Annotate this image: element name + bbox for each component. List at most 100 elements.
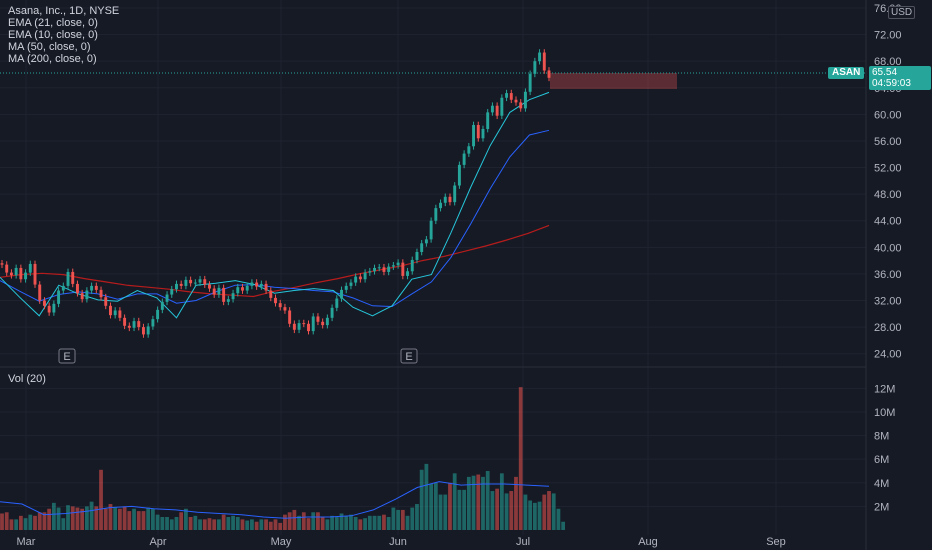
candle	[481, 128, 485, 139]
volume-bar	[405, 515, 410, 530]
candle	[24, 272, 28, 280]
earnings-marker[interactable]: E	[400, 348, 418, 364]
candle	[434, 208, 438, 221]
candle	[505, 93, 509, 98]
volume-bar	[146, 507, 151, 530]
volume-bar	[103, 508, 108, 530]
legend-ma200[interactable]: MA (200, close, 0)	[8, 53, 97, 65]
candle	[542, 52, 546, 71]
candle	[373, 267, 376, 272]
volume-tick-label: 8M	[874, 431, 889, 443]
currency-label[interactable]: USD	[888, 6, 916, 19]
candle	[387, 266, 391, 272]
volume-bar	[127, 511, 132, 530]
candle	[514, 99, 518, 103]
price-tick-label: 32.00	[874, 296, 902, 308]
volume-bar	[23, 518, 28, 530]
volume-bar	[61, 518, 66, 530]
volume-bar	[37, 512, 42, 530]
candle	[19, 267, 23, 280]
volume-bar	[542, 494, 547, 530]
candle	[57, 290, 61, 304]
candle	[547, 70, 551, 78]
candle	[467, 146, 471, 154]
legend-ema10[interactable]: EMA (10, close, 0)	[8, 29, 98, 41]
price-tick-label: 48.00	[874, 189, 902, 201]
candle	[255, 282, 259, 287]
volume-bar	[297, 515, 301, 530]
volume-bar	[377, 515, 382, 530]
volume-bar	[556, 508, 561, 530]
price-tick-label: 52.00	[874, 163, 902, 175]
candle	[486, 112, 490, 129]
price-tick-label: 60.00	[874, 109, 902, 121]
volume-bar	[443, 494, 448, 530]
candle	[439, 202, 443, 209]
volume-bar	[75, 507, 80, 530]
candle	[193, 282, 197, 284]
candle	[42, 300, 46, 306]
candle	[9, 272, 13, 276]
volume-bar	[193, 515, 198, 530]
volume-bar	[99, 469, 103, 530]
candle	[358, 276, 362, 280]
candle	[241, 287, 244, 291]
candle	[443, 196, 447, 203]
candle	[28, 263, 32, 273]
volume-bar	[334, 517, 339, 530]
volume-pane[interactable]	[0, 387, 566, 530]
candle	[52, 303, 56, 313]
candle	[429, 220, 433, 240]
volume-bar	[202, 519, 207, 530]
volume-bar	[320, 517, 325, 530]
volume-bar	[330, 515, 334, 530]
candle	[269, 290, 273, 298]
candle	[137, 321, 141, 328]
volume-tick-label: 12M	[874, 383, 895, 395]
volume-bar	[184, 508, 188, 530]
time-tick-label: Jun	[389, 536, 407, 548]
candle	[344, 285, 348, 290]
volume-bar	[4, 512, 9, 530]
candle	[14, 267, 18, 276]
price-tick-label: 36.00	[874, 269, 902, 281]
symbol-title[interactable]: Asana, Inc., 1D, NYSE	[8, 5, 120, 17]
price-axis[interactable]: 24.00 28.00 32.00 36.00 40.00 44.00 48.00 52.00…	[874, 3, 902, 361]
candle	[113, 310, 117, 316]
candle	[382, 267, 386, 272]
candle	[476, 125, 480, 139]
volume-bar	[532, 502, 537, 530]
volume-bar	[433, 482, 438, 530]
earnings-marker[interactable]: E	[58, 348, 76, 364]
candle	[335, 298, 339, 308]
candle	[203, 279, 207, 285]
volume-bar	[363, 518, 367, 530]
price-pane[interactable]: E E	[0, 49, 866, 364]
volume-axis[interactable]: 2M 4M 6M 8M 10M 12M	[874, 383, 895, 513]
volume-bar	[122, 506, 127, 530]
volume-legend[interactable]: Vol (20)	[8, 373, 46, 385]
volume-bar	[471, 475, 476, 530]
volume-bar	[462, 489, 467, 530]
volume-bar	[476, 474, 481, 530]
volume-bar	[14, 519, 19, 530]
volume-bar	[9, 519, 14, 530]
last-price-value: 65.54	[872, 67, 898, 78]
legend-ema21[interactable]: EMA (21, close, 0)	[8, 17, 98, 29]
svg-text:E: E	[405, 351, 412, 363]
price-tick-label: 40.00	[874, 242, 902, 254]
current-price-range-box	[550, 73, 677, 89]
candle	[500, 97, 504, 116]
volume-bar	[56, 507, 61, 530]
bar-countdown: 04:59:03	[872, 78, 911, 89]
volume-tick-label: 2M	[874, 501, 889, 513]
volume-bar	[179, 512, 184, 530]
legend-ma50[interactable]: MA (50, close, 0)	[8, 41, 91, 53]
volume-bar	[551, 493, 556, 530]
volume-bar	[306, 518, 311, 530]
time-tick-label: May	[271, 536, 292, 548]
time-axis[interactable]: Mar Apr May Jun Jul Aug Sep	[17, 536, 786, 548]
volume-bar	[250, 519, 254, 530]
candle	[108, 305, 112, 316]
